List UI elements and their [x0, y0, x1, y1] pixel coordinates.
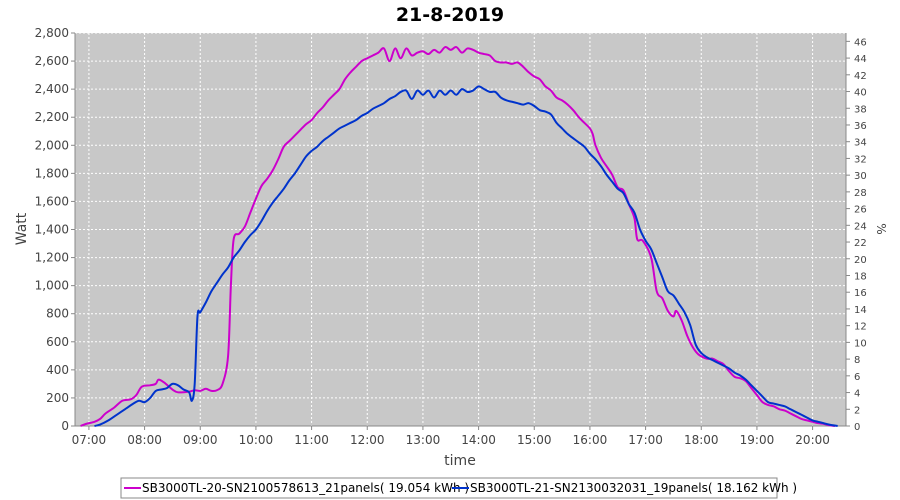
- x-tick-label: 14:00: [461, 433, 496, 447]
- y-tick-label: 1,200: [35, 251, 69, 265]
- y-axis-title: Watt: [14, 212, 30, 245]
- x-tick-label: 08:00: [127, 433, 162, 447]
- y-tick-label: 1,000: [35, 279, 69, 293]
- y2-tick-label: 42: [854, 71, 867, 82]
- y2-tick-label: 8: [854, 355, 860, 366]
- y-tick-label: 2,000: [35, 138, 69, 152]
- y2-tick-label: 44: [854, 54, 867, 65]
- legend-label-series-2: SB3000TL-21-SN2130032031_19panels( 18.16…: [470, 481, 797, 495]
- y-tick-label: 1,600: [35, 194, 69, 208]
- y-tick-label: 200: [46, 391, 69, 405]
- x-tick-label: 07:00: [72, 433, 107, 447]
- y2-tick-label: 26: [854, 205, 867, 216]
- y2-tick-label: 22: [854, 238, 867, 249]
- x-tick-label: 12:00: [350, 433, 385, 447]
- y2-axis-title: %: [874, 223, 888, 234]
- x-tick-label: 18:00: [684, 433, 719, 447]
- x-tick-label: 15:00: [517, 433, 552, 447]
- y2-tick-label: 36: [854, 121, 867, 132]
- series-line-2: [94, 85, 838, 427]
- y2-tick-label: 34: [854, 138, 867, 149]
- x-tick-label: 09:00: [183, 433, 218, 447]
- x-tick-label: 16:00: [573, 433, 608, 447]
- y2-tick-label: 20: [854, 255, 867, 266]
- x-tick-label: 17:00: [628, 433, 663, 447]
- y2-tick-label: 18: [854, 271, 867, 282]
- y2-tick-label: 2: [854, 405, 860, 416]
- y-tick-label: 800: [46, 307, 69, 321]
- x-tick-label: 13:00: [406, 433, 441, 447]
- y-tick-label: 2,400: [35, 82, 69, 96]
- grid: [75, 32, 846, 427]
- y-tick-label: 1,800: [35, 166, 69, 180]
- x-axis-title: time: [444, 453, 476, 469]
- y-tick-label: 2,600: [35, 54, 69, 68]
- legend: SB3000TL-20-SN2100578613_21panels( 19.05…: [120, 477, 797, 499]
- x-tick-label: 19:00: [740, 433, 775, 447]
- y-tick-label: 1,400: [35, 223, 69, 237]
- y2-tick-label: 28: [854, 188, 867, 199]
- y2-tick-label: 14: [854, 305, 867, 316]
- y2-tick-label: 32: [854, 154, 867, 165]
- y-tick-label: 0: [61, 419, 69, 433]
- y2-tick-label: 0: [854, 422, 860, 433]
- y2-tick-label: 12: [854, 322, 867, 333]
- y2-tick-label: 10: [854, 338, 867, 349]
- y2-tick-label: 6: [854, 372, 860, 383]
- y2-tick-label: 4: [854, 389, 860, 400]
- axes: 02004006008001,0001,2001,4001,6001,8002,…: [35, 26, 867, 447]
- y-tick-label: 600: [46, 335, 69, 349]
- series: [80, 46, 838, 427]
- legend-box: [120, 477, 778, 499]
- y2-tick-label: 30: [854, 171, 867, 182]
- x-tick-label: 11:00: [294, 433, 329, 447]
- x-tick-label: 20:00: [795, 433, 830, 447]
- y2-tick-label: 24: [854, 221, 867, 232]
- y2-tick-label: 38: [854, 104, 867, 115]
- chart-title: 21-8-2019: [396, 4, 504, 26]
- y-tick-label: 400: [46, 363, 69, 377]
- y2-tick-label: 46: [854, 37, 867, 48]
- y2-tick-label: 16: [854, 288, 867, 299]
- y2-tick-label: 40: [854, 88, 867, 99]
- x-tick-label: 10:00: [239, 433, 274, 447]
- legend-label-series-1: SB3000TL-20-SN2100578613_21panels( 19.05…: [142, 481, 469, 495]
- y-tick-label: 2,800: [35, 26, 69, 40]
- y-tick-label: 2,200: [35, 110, 69, 124]
